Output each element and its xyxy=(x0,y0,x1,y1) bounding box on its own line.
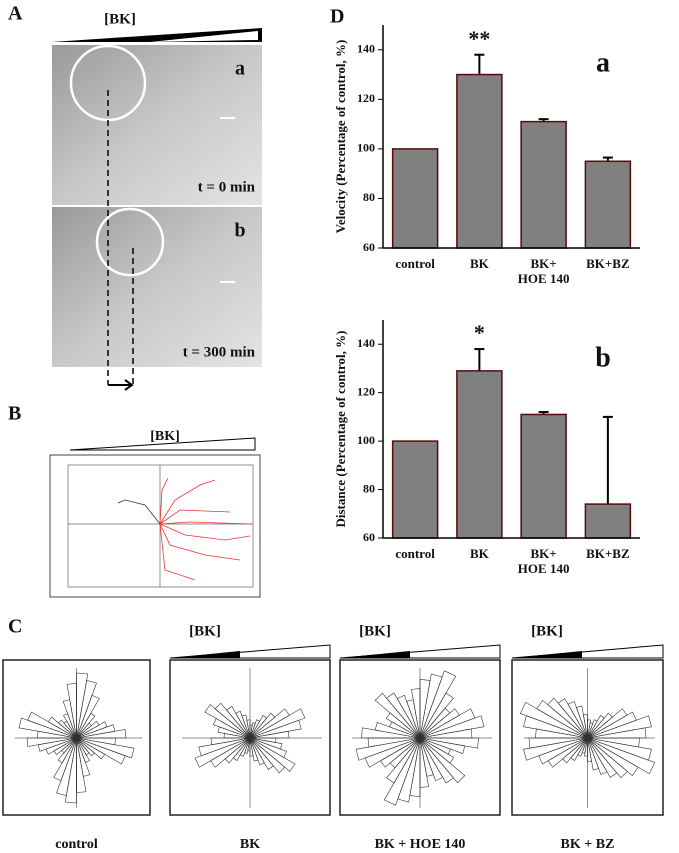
tracks xyxy=(159,477,253,581)
panel-label: B xyxy=(8,403,21,425)
gradient-wedge xyxy=(169,644,331,659)
y-tick-label: 120 xyxy=(357,91,375,105)
bar xyxy=(584,503,632,539)
condition-label: control xyxy=(55,837,98,852)
y-tick-label: 100 xyxy=(357,433,375,447)
x-tick-label-box: BK+BZ xyxy=(586,256,630,271)
y-tick-label: 60 xyxy=(363,240,375,254)
rose-wedge xyxy=(419,737,479,749)
x-tick-label: control xyxy=(395,256,435,271)
subplot-label: b xyxy=(595,342,611,373)
track-plot xyxy=(49,454,261,598)
gradient-wedge-dark xyxy=(340,651,410,658)
x-tick-label: control xyxy=(395,546,435,561)
tracks xyxy=(117,499,161,525)
time-label: t = 300 min xyxy=(183,344,256,360)
x-tick-label: BK+BZ xyxy=(586,546,630,561)
bar xyxy=(520,413,567,539)
gradient-wedge xyxy=(339,644,501,659)
bar xyxy=(391,148,439,249)
panel-label: A xyxy=(8,3,23,25)
x-tick-label: BK+BZ xyxy=(586,256,630,271)
x-tick-label: BK xyxy=(469,546,489,561)
y-tick-label: 120 xyxy=(357,384,375,398)
highlight-circle xyxy=(95,207,165,277)
x-tick-label-box: control xyxy=(395,546,435,561)
subplot-label: a xyxy=(596,47,610,78)
arrow-head xyxy=(124,379,134,391)
gradient-wedge-dark xyxy=(170,651,240,658)
micrograph xyxy=(52,207,262,367)
x-tick-label-box: BK+ HOE 140 xyxy=(517,256,570,286)
bar xyxy=(391,440,439,539)
y-tick-label: 140 xyxy=(357,42,375,56)
condition-label: BK xyxy=(240,837,260,852)
y-tick-label: 60 xyxy=(363,530,375,544)
bar xyxy=(456,73,503,249)
panel-label: C xyxy=(8,616,22,638)
gradient-label: [BK] xyxy=(189,623,221,639)
y-tick-label: 100 xyxy=(357,141,375,155)
x-tick-label-box: BK xyxy=(469,256,489,271)
track-plot-frame xyxy=(67,464,254,588)
gradient-label: [BK] xyxy=(531,623,563,639)
x-tick-label-box: control xyxy=(395,256,435,271)
x-tick-label-box: BK+BZ xyxy=(586,546,630,561)
rose-wedge xyxy=(587,737,640,748)
y-axis-label: Distance (Percentage of control, %) xyxy=(333,331,348,528)
bar xyxy=(584,160,632,249)
gradient-label: [BK] xyxy=(104,11,136,27)
y-axis-label: Velocity (Percentage of control, %) xyxy=(333,40,348,234)
x-tick-label: BK xyxy=(469,256,489,271)
gradient-label: [BK] xyxy=(150,429,180,444)
x-tick-label-box: BK+ HOE 140 xyxy=(517,546,570,576)
bar xyxy=(456,370,503,539)
time-label: t = 0 min xyxy=(198,179,256,195)
micrograph xyxy=(52,45,262,205)
bar xyxy=(520,120,567,249)
condition-label: BK + BZ xyxy=(561,837,615,852)
x-tick-label: BK+ HOE 140 xyxy=(517,546,570,576)
panel-label: D xyxy=(330,6,344,28)
rose-wedge xyxy=(249,737,277,743)
y-tick-label: 80 xyxy=(363,190,375,204)
y-tick-label: 80 xyxy=(363,481,375,495)
y-tick-label: 140 xyxy=(357,336,375,350)
frame-label: b xyxy=(234,220,245,242)
gradient-wedge-dark xyxy=(512,651,582,658)
significance-label: * xyxy=(474,320,485,345)
x-tick-label: BK+ HOE 140 xyxy=(517,256,570,286)
x-tick-label-box: BK xyxy=(469,546,489,561)
significance-label: ** xyxy=(468,26,490,51)
gradient-wedge-inner xyxy=(150,31,258,42)
frame-label: a xyxy=(235,58,245,80)
gradient-wedge xyxy=(69,437,256,451)
condition-label: BK + HOE 140 xyxy=(375,837,466,852)
gradient-wedge xyxy=(511,644,664,659)
rose-wedge xyxy=(76,737,116,746)
gradient-label: [BK] xyxy=(359,623,391,639)
